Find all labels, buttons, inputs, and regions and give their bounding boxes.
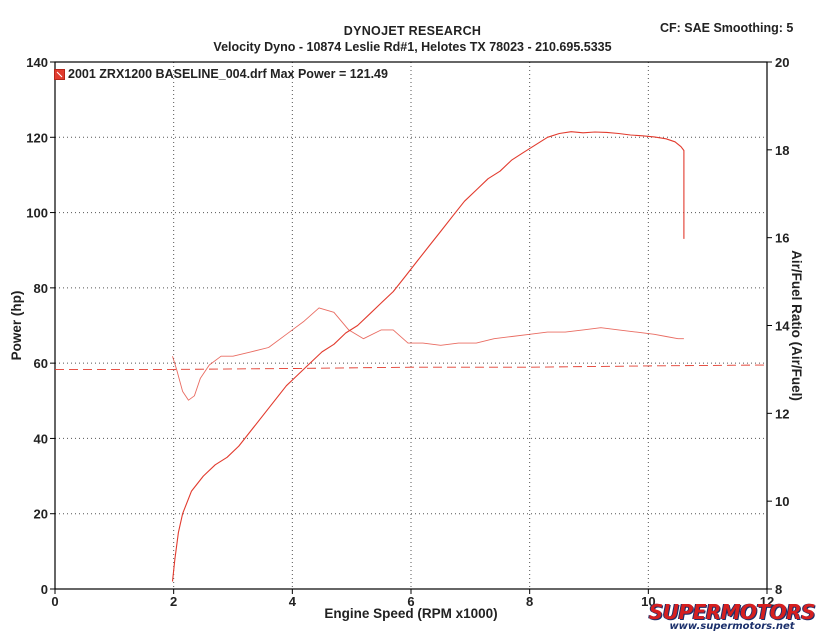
x-tick-label: 0 [51, 594, 58, 609]
x-axis-label: Engine Speed (RPM x1000) [324, 606, 497, 621]
power-line [171, 131, 685, 582]
y-tick-label: 0 [41, 582, 48, 597]
y2-tick-label: 10 [775, 494, 789, 509]
afr-line [172, 307, 684, 401]
settings-label: CF: SAE Smoothing: 5 [660, 21, 794, 35]
y-tick-label: 140 [26, 55, 48, 70]
y-tick-label: 120 [26, 130, 48, 145]
y-tick-label: 60 [34, 356, 48, 371]
watermark-url: www.supermotors.net [669, 621, 795, 632]
x-tick-label: 12 [760, 594, 774, 609]
y2-axis-label: Air/Fuel Ratio (Air/Fuel) [789, 250, 804, 401]
y2-tick-label: 8 [775, 582, 782, 597]
chart-title: DYNOJET RESEARCH [343, 24, 482, 38]
y2-tick-label: 20 [775, 55, 789, 70]
x-tick-label: 4 [289, 594, 297, 609]
y2-tick-label: 18 [775, 143, 789, 158]
x-tick-label: 6 [407, 594, 414, 609]
watermark-brand: SUPERMOTORS [648, 600, 816, 624]
plot-area [55, 62, 767, 589]
y2-tick-label: 16 [775, 231, 789, 246]
y-tick-label: 40 [34, 431, 48, 446]
x-tick-label: 8 [526, 594, 533, 609]
y-axis-label: Power (hp) [9, 291, 24, 361]
y2-tick-label: 14 [775, 319, 790, 334]
legend-entry: 2001 ZRX1200 BASELINE_004.drf Max Power … [68, 67, 388, 81]
chart-subtitle: Velocity Dyno - 10874 Leslie Rd#1, Helot… [213, 40, 612, 54]
legend: 2001 ZRX1200 BASELINE_004.drf Max Power … [54, 67, 388, 81]
afr-target-line [55, 364, 768, 370]
x-tick-label: 10 [641, 594, 655, 609]
y-tick-label: 80 [34, 281, 48, 296]
legend-swatch-icon [54, 68, 65, 80]
y2-tick-label: 12 [775, 406, 789, 421]
watermark-logo: SUPERMOTORS www.supermotors.net [640, 600, 824, 636]
x-tick-label: 2 [170, 594, 177, 609]
y-tick-label: 100 [26, 206, 48, 221]
y-tick-label: 20 [34, 507, 48, 522]
